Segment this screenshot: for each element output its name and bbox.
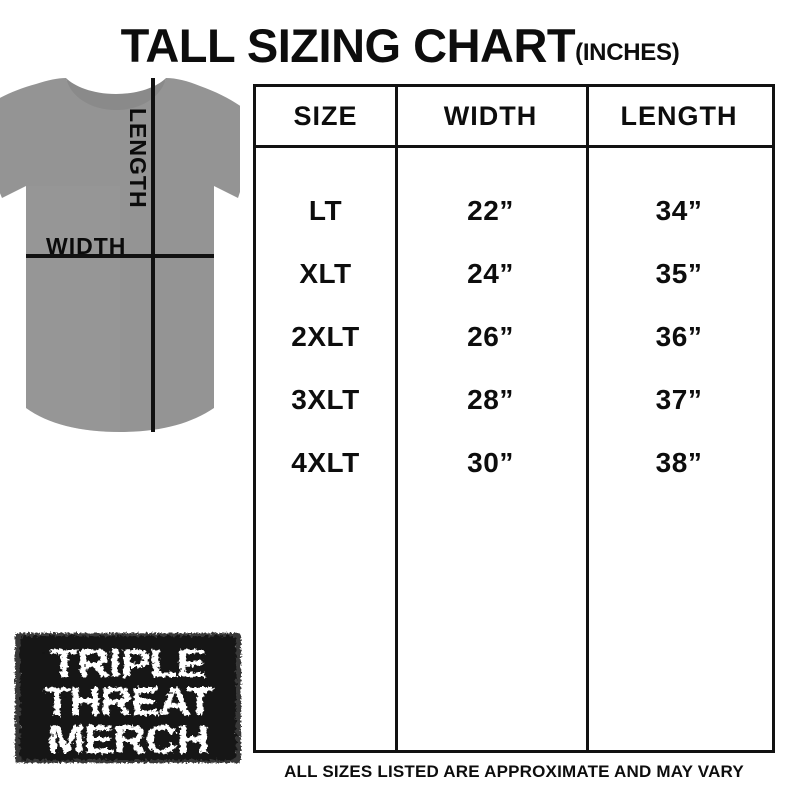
column-header-length: LENGTH — [620, 100, 738, 131]
cell-width: 30” — [467, 446, 514, 478]
cell-size: XLT — [299, 257, 352, 289]
cell-width: 28” — [467, 383, 514, 415]
disclaimer-text: ALL SIZES LISTED ARE APPROXIMATE AND MAY… — [284, 762, 744, 781]
cell-width: 24” — [467, 257, 514, 289]
table-row: 4XLT 30” 38” — [256, 431, 772, 494]
column-header-width: WIDTH — [443, 100, 538, 131]
table-header-row: SIZE WIDTH LENGTH — [256, 87, 772, 148]
page-title-unit-note: (INCHES) — [575, 39, 680, 66]
width-measure-line — [26, 254, 214, 258]
cell-length: 35” — [655, 257, 703, 289]
t-shirt-icon — [0, 78, 240, 432]
t-shirt-measurement-diagram: WIDTH LENGTH — [0, 78, 240, 453]
cell-length: 34” — [655, 194, 703, 226]
table-row: LT 22” 34” — [256, 179, 772, 242]
triple-threat-merch-logo-icon: TRIPLE THREAT MERCH — [15, 633, 241, 763]
width-label: WIDTH — [46, 233, 127, 259]
sizing-table: SIZE WIDTH LENGTH LT 22” 34” XLT 24” 35”… — [253, 84, 775, 753]
cell-length: 36” — [655, 320, 703, 352]
cell-size: 2XLT — [291, 320, 360, 352]
column-header-size: SIZE — [293, 100, 358, 131]
cell-size: 4XLT — [291, 446, 360, 478]
brand-logo: TRIPLE THREAT MERCH — [12, 630, 244, 764]
page-title-main: TALL SIZING CHART — [120, 19, 576, 72]
column-divider-1 — [395, 87, 398, 750]
table-row: XLT 24” 35” — [256, 242, 772, 305]
table-row: 3XLT 28” 37” — [256, 368, 772, 431]
table-body: LT 22” 34” XLT 24” 35” 2XLT 26” 36” 3XLT… — [256, 148, 772, 750]
cell-length: 38” — [655, 446, 703, 478]
cell-length: 37” — [655, 383, 703, 415]
cell-size: 3XLT — [291, 383, 360, 415]
column-divider-2 — [586, 87, 589, 750]
cell-size: LT — [308, 194, 343, 226]
cell-width: 22” — [467, 194, 514, 226]
table-row: 2XLT 26” 36” — [256, 305, 772, 368]
cell-width: 26” — [467, 320, 514, 352]
length-label: LENGTH — [125, 108, 151, 209]
page-title: TALL SIZING CHART(INCHES) — [0, 18, 800, 73]
